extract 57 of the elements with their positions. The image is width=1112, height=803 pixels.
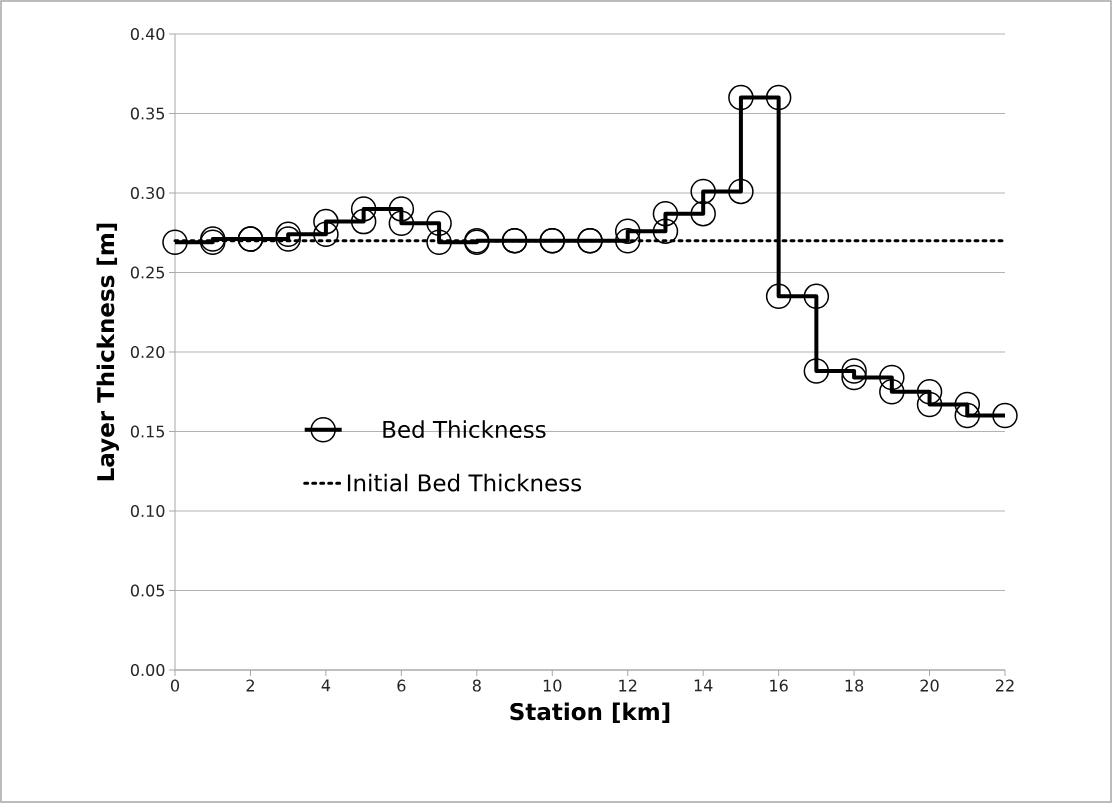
point <box>614 227 641 254</box>
point <box>388 210 415 236</box>
x-tick-label: 4 <box>321 679 331 692</box>
y-axis-title: Layer Thickness [m] <box>96 223 119 481</box>
x-tick-label: 6 <box>397 679 406 692</box>
point <box>350 196 377 222</box>
point <box>652 218 679 244</box>
x-tick-label: 16 <box>770 679 788 692</box>
y-tick-label: 0.40 <box>130 27 165 41</box>
point <box>350 208 377 235</box>
point <box>954 391 981 418</box>
y-tick-label: 0.35 <box>130 107 165 120</box>
x-tick-label: 22 <box>996 679 1014 692</box>
y-tick-label: 0.10 <box>130 504 165 518</box>
x-tick-label: 8 <box>472 679 481 692</box>
x-tick-label: 14 <box>694 679 713 692</box>
point <box>652 200 679 227</box>
point <box>690 178 716 205</box>
y-tick-label: 0.25 <box>130 266 165 279</box>
y-tick-label: 0.05 <box>130 584 165 597</box>
point <box>275 226 301 252</box>
point <box>916 378 943 405</box>
x-tick-label: 18 <box>845 679 864 692</box>
point <box>841 358 867 384</box>
x-tick-label: 12 <box>619 679 637 692</box>
point <box>879 364 905 391</box>
point <box>803 358 830 384</box>
legend-label: Initial Bed Thickness <box>347 473 582 492</box>
legend-label: Bed Thickness <box>383 420 546 439</box>
point <box>992 402 1018 429</box>
point <box>765 84 792 111</box>
x-axis-title: Station [km] <box>510 702 670 723</box>
point <box>916 391 943 418</box>
point <box>388 196 415 222</box>
y-tick-label: 0.20 <box>130 345 165 359</box>
point <box>765 283 792 310</box>
y-tick-label: 0.00 <box>130 663 165 677</box>
point <box>313 221 339 248</box>
point <box>426 210 452 236</box>
point <box>313 208 339 235</box>
point <box>614 218 641 244</box>
x-tick-label: 2 <box>246 679 254 692</box>
point <box>275 221 301 248</box>
point <box>690 200 716 227</box>
x-tick-label: 20 <box>920 679 939 692</box>
point <box>162 229 188 256</box>
point <box>426 229 452 256</box>
y-tick-label: 0.30 <box>130 186 165 200</box>
point <box>954 402 981 429</box>
point <box>728 84 754 111</box>
x-tick-label: 10 <box>543 679 562 692</box>
y-tick-label: 0.15 <box>130 425 165 438</box>
x-tick-label: 0 <box>170 679 180 692</box>
point <box>841 364 867 391</box>
point <box>803 283 830 310</box>
point <box>728 178 754 205</box>
point <box>879 378 905 405</box>
